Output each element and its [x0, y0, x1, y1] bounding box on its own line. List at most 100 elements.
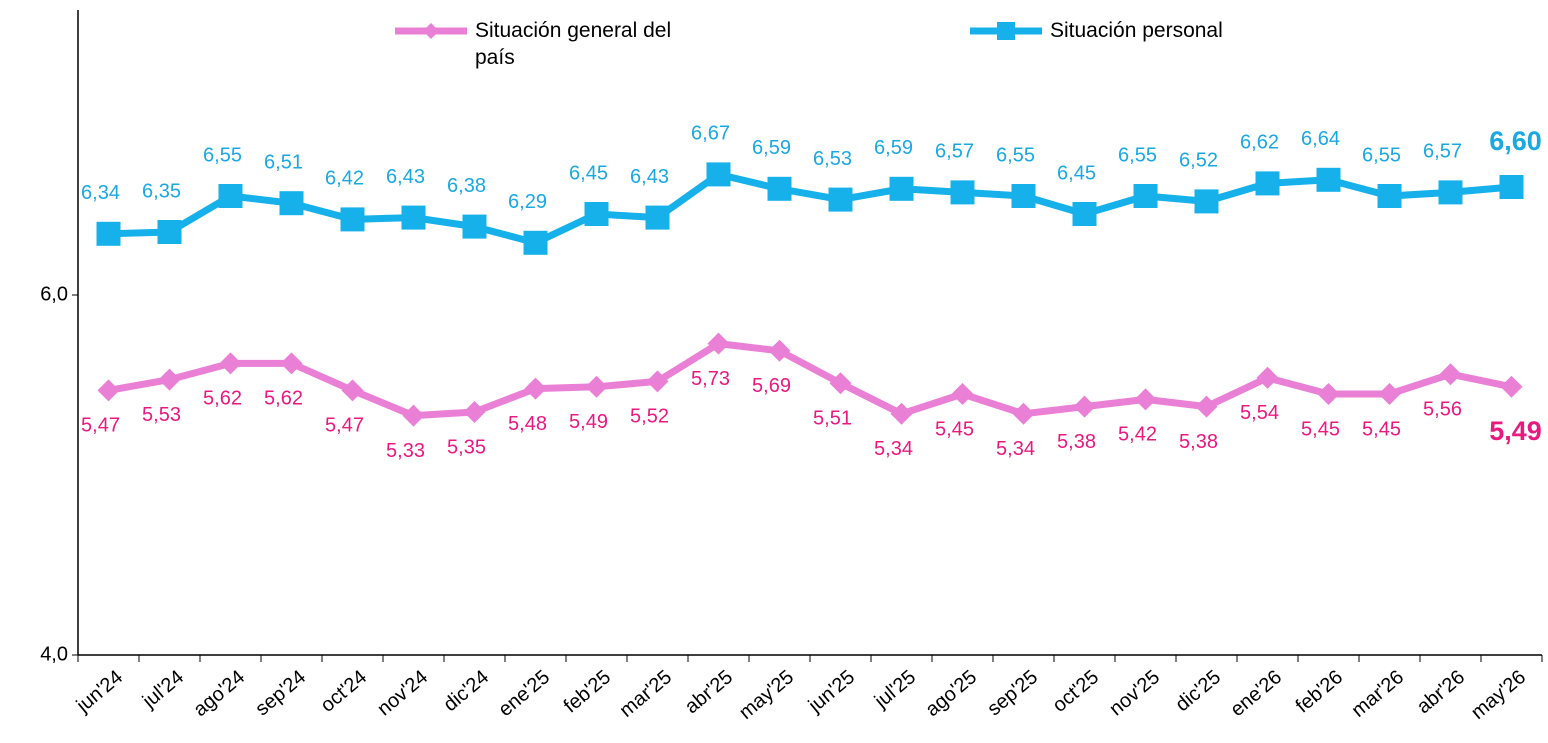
data-label: 6,43 — [386, 166, 425, 188]
legend-label: Situación general del país — [475, 19, 672, 69]
data-label: 5,33 — [386, 440, 425, 462]
data-label: 5,54 — [1240, 402, 1279, 424]
marker — [706, 162, 731, 187]
data-label: 6,57 — [935, 141, 974, 163]
marker — [402, 404, 425, 427]
x-tick-label: ago'25 — [921, 666, 981, 721]
x-tick-label: sep'24 — [251, 666, 310, 720]
marker — [1255, 171, 1280, 196]
x-tick-label: jul'25 — [870, 666, 920, 713]
data-label: 6,55 — [203, 144, 242, 166]
x-tick-label: jun'24 — [72, 666, 127, 717]
marker — [279, 191, 304, 216]
marker — [523, 230, 548, 255]
data-label: 6,35 — [142, 180, 181, 202]
marker — [889, 176, 914, 201]
data-label: 5,38 — [1057, 431, 1096, 453]
marker — [524, 377, 547, 400]
data-label: 5,73 — [691, 368, 730, 390]
marker — [1377, 184, 1402, 208]
marker — [828, 187, 853, 212]
marker — [1499, 175, 1524, 199]
data-label: 5,56 — [1423, 398, 1462, 420]
data-label: 6,59 — [874, 137, 913, 159]
data-label: 6,43 — [630, 166, 669, 188]
x-tick-label: mar'25 — [616, 666, 676, 722]
data-label: 6,45 — [1057, 162, 1096, 184]
marker — [1317, 383, 1340, 405]
marker — [1500, 375, 1523, 398]
data-label: 5,48 — [508, 413, 547, 435]
marker — [1073, 395, 1096, 418]
x-tick-label: oct'25 — [1049, 666, 1104, 717]
x-tick-label: feb'26 — [1292, 666, 1347, 717]
data-label: 5,35 — [447, 436, 486, 458]
data-label: 6,67 — [691, 123, 730, 145]
y-tick-label: 4,0 — [40, 643, 68, 665]
data-label: 5,45 — [1362, 418, 1401, 440]
data-label: 6,42 — [325, 168, 364, 190]
data-label: 6,52 — [1179, 150, 1218, 172]
data-label: 6,57 — [1423, 141, 1462, 163]
data-label: 5,38 — [1179, 431, 1218, 453]
marker — [646, 370, 669, 393]
x-tick-label: ene'26 — [1226, 666, 1286, 721]
marker — [829, 372, 852, 395]
marker — [1316, 167, 1341, 192]
marker — [96, 221, 121, 246]
data-label: 5,49 — [1489, 416, 1542, 446]
marker — [1134, 388, 1157, 411]
marker — [1195, 395, 1218, 418]
data-label: 5,42 — [1118, 424, 1157, 446]
data-label: 5,34 — [874, 438, 913, 460]
series-line — [107, 340, 1513, 420]
data-label: 5,51 — [813, 407, 852, 429]
data-label: 6,53 — [813, 148, 852, 170]
marker — [1194, 189, 1219, 214]
marker — [423, 23, 439, 39]
data-label: 5,69 — [752, 375, 791, 397]
marker — [997, 22, 1015, 40]
data-label: 5,47 — [81, 415, 120, 437]
marker — [1256, 366, 1279, 389]
marker — [1072, 202, 1097, 226]
data-label: 6,38 — [447, 175, 486, 197]
data-label: 5,52 — [630, 406, 669, 428]
x-tick-label: abr'26 — [1413, 666, 1469, 718]
x-tick-label: dic'25 — [1171, 666, 1225, 716]
x-tick-label: ene'25 — [494, 666, 554, 721]
marker — [219, 352, 242, 375]
x-tick-label: dic'24 — [439, 666, 493, 716]
marker — [1438, 180, 1463, 205]
data-label: 5,53 — [142, 404, 181, 426]
data-label: 6,51 — [264, 151, 303, 173]
marker — [157, 220, 182, 244]
data-label: 6,64 — [1301, 128, 1340, 150]
marker — [218, 184, 243, 208]
x-tick-label: mar'26 — [1348, 666, 1408, 722]
marker — [767, 176, 792, 201]
x-tick-label: feb'25 — [560, 666, 615, 717]
marker — [340, 207, 365, 232]
data-label: 6,60 — [1489, 126, 1542, 156]
data-label: 6,55 — [1118, 144, 1157, 166]
marker — [645, 205, 670, 230]
marker — [1133, 184, 1158, 208]
data-label: 6,55 — [996, 144, 1035, 166]
data-label: 5,47 — [325, 415, 364, 437]
x-tick-label: jun'25 — [804, 666, 859, 717]
marker — [1378, 383, 1401, 405]
data-label: 5,45 — [1301, 418, 1340, 440]
marker — [341, 379, 364, 402]
series-line — [108, 170, 1512, 247]
y-tick-label: 6,0 — [40, 283, 68, 305]
marker — [1011, 184, 1036, 208]
marker — [462, 214, 487, 239]
marker — [890, 402, 913, 425]
x-tick-label: abr'25 — [681, 666, 737, 718]
marker — [97, 379, 120, 402]
data-label: 6,45 — [569, 162, 608, 184]
x-tick-label: may'25 — [735, 666, 798, 724]
